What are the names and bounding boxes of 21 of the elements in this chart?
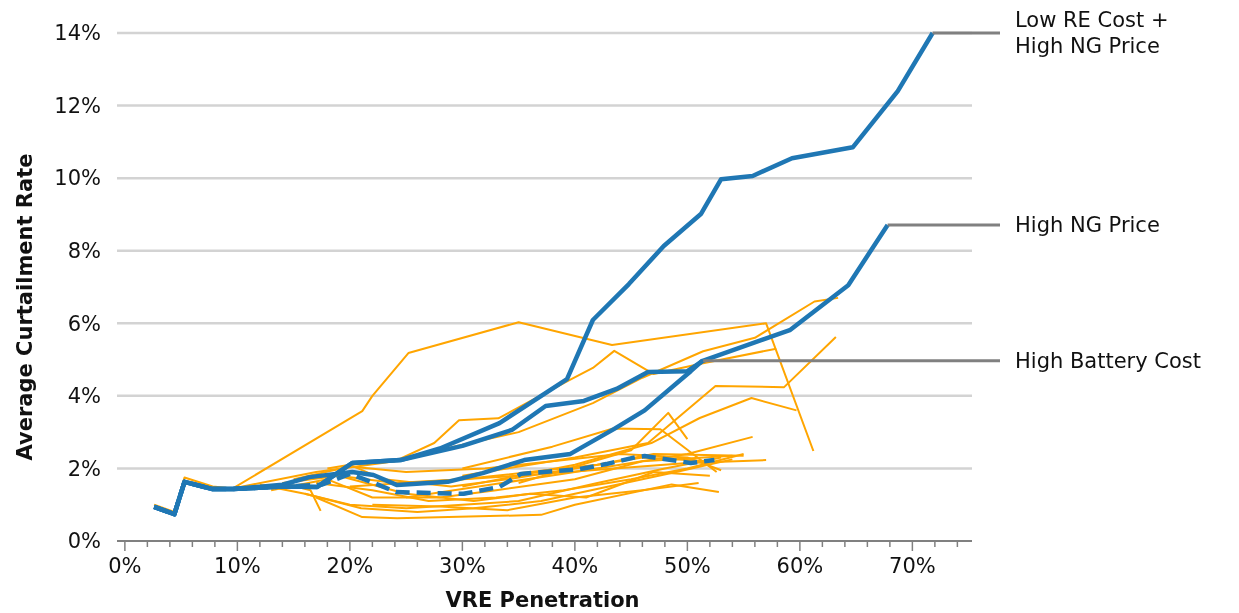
y-axis-title: Average Curtailment Rate bbox=[13, 153, 37, 461]
x-tick-label: 50% bbox=[664, 554, 711, 578]
text: High NG Price bbox=[1015, 213, 1160, 238]
y-tick-label: 12% bbox=[54, 93, 101, 118]
y-tick-label: 10% bbox=[54, 166, 101, 191]
text: Low RE Cost + High NG Price bbox=[1015, 8, 1169, 59]
x-tick-label: 0% bbox=[108, 554, 142, 578]
x-tick-label: 20% bbox=[326, 554, 374, 578]
y-tick-label: 14% bbox=[54, 21, 101, 46]
x-tick-label: 10% bbox=[214, 554, 261, 578]
x-axis-title: VRE Penetration bbox=[445, 588, 640, 612]
y-tick-label: 0% bbox=[67, 529, 101, 554]
y-tick-label: 6% bbox=[67, 311, 101, 336]
y-tick-label: 2% bbox=[67, 456, 101, 481]
x-tick-label: 60% bbox=[776, 554, 824, 578]
x-tick-label: 70% bbox=[889, 554, 936, 578]
x-tick-label: 30% bbox=[439, 554, 486, 578]
y-tick-label: 4% bbox=[67, 384, 101, 409]
x-tick-label: 40% bbox=[551, 554, 599, 578]
text: High Battery Cost bbox=[1015, 349, 1202, 374]
y-tick-label: 8% bbox=[67, 239, 101, 264]
